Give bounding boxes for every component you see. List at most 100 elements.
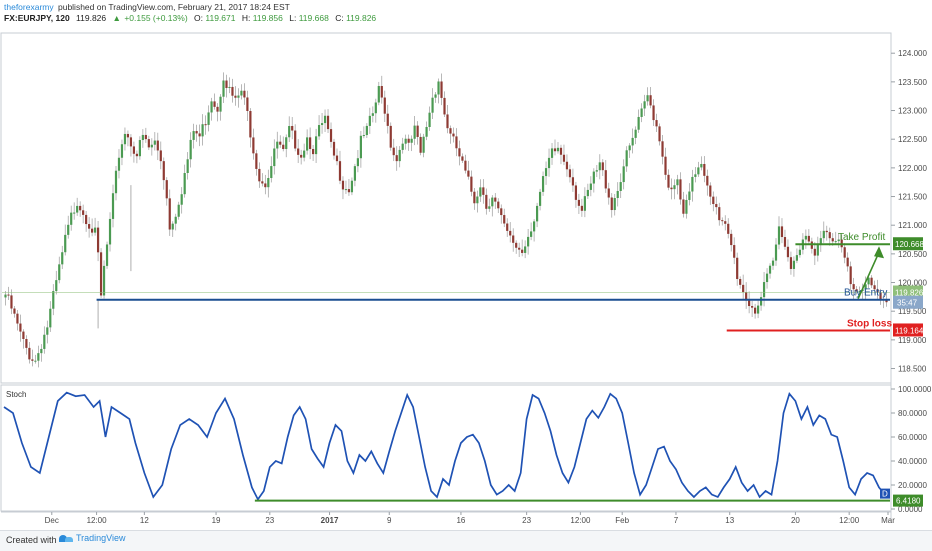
- candle-down: [165, 180, 168, 199]
- candle-up: [759, 297, 763, 306]
- candle-down: [461, 156, 464, 161]
- candle-down: [99, 252, 103, 296]
- time-axis[interactable]: Dec 12:00 12 19 23 2017 9 16 23 12:00 Feb 7 13 20 12:0…: [45, 512, 896, 525]
- take-profit-badge-text: 120.668: [895, 240, 924, 249]
- candle-down: [380, 86, 383, 98]
- candle-down: [655, 120, 658, 127]
- candle-down: [682, 199, 685, 214]
- candle-up: [320, 123, 324, 126]
- candle-up: [643, 101, 646, 109]
- candle-down: [658, 126, 661, 142]
- candle-up: [34, 360, 37, 362]
- candle-down: [129, 137, 133, 147]
- candle-down: [231, 86, 234, 96]
- author-name[interactable]: theforexarmy: [4, 2, 54, 12]
- tradingview-brand[interactable]: TradingView: [59, 533, 126, 543]
- candle-down: [234, 95, 237, 98]
- candle-down: [261, 181, 264, 184]
- candle-down: [727, 223, 730, 234]
- up-arrow-icon: ▲: [113, 13, 121, 23]
- candle-up: [550, 148, 554, 158]
- candle-down: [494, 197, 497, 202]
- candle-down: [326, 115, 330, 130]
- candle-down: [79, 205, 82, 211]
- price-axis[interactable]: 124.000 123.500 123.000 122.500 122.000 121.5…: [891, 49, 927, 374]
- candle-down: [392, 147, 395, 156]
- candle-up: [798, 249, 801, 256]
- candle-up: [535, 205, 539, 222]
- candle-down: [515, 242, 518, 248]
- candle-up: [222, 80, 225, 97]
- candle-down: [712, 196, 715, 205]
- candle-down: [718, 207, 721, 221]
- candle-down: [282, 144, 285, 150]
- candle-down: [843, 247, 846, 258]
- tradingview-logo-icon: [59, 534, 73, 543]
- candle-up: [365, 125, 368, 136]
- candle-down: [679, 179, 682, 200]
- candle-up: [622, 166, 625, 183]
- chart-header: theforexarmy published on TradingView.co…: [4, 2, 290, 12]
- candle-down: [721, 220, 724, 222]
- candle-up: [634, 129, 637, 138]
- candle-up: [180, 194, 183, 205]
- candle-up: [425, 126, 428, 137]
- stoch-tick-label: 60.0000: [898, 433, 927, 442]
- candle-up: [527, 236, 530, 247]
- candle-up: [276, 141, 279, 149]
- candle-down: [458, 148, 461, 157]
- candle-up: [377, 86, 380, 103]
- candle-down: [500, 208, 503, 216]
- low-value: 119.668: [299, 13, 329, 23]
- candle-down: [10, 295, 13, 309]
- candle-down: [846, 257, 849, 267]
- candle-up: [40, 348, 43, 354]
- candle-down: [135, 153, 138, 157]
- candle-down: [664, 156, 667, 175]
- candle-down: [831, 238, 834, 242]
- candle-up: [804, 235, 807, 240]
- candle-up: [541, 176, 545, 192]
- candle-up: [55, 280, 58, 292]
- candle-up: [544, 168, 548, 177]
- candle-up: [4, 294, 7, 298]
- candle-up: [350, 180, 354, 193]
- candle-up: [697, 167, 700, 175]
- candle-down: [852, 284, 855, 290]
- candle-up: [688, 191, 691, 200]
- candle-down: [389, 125, 392, 148]
- candle-up: [777, 226, 781, 245]
- candle-down: [144, 134, 147, 140]
- candle-down: [780, 226, 784, 238]
- candle-down: [147, 139, 150, 148]
- candle-down: [503, 215, 506, 224]
- candle-up: [371, 113, 374, 116]
- candle-down: [156, 140, 159, 151]
- candle-down: [82, 210, 85, 215]
- candle-down: [264, 183, 267, 188]
- candle-up: [171, 223, 174, 230]
- candle-up: [434, 94, 437, 98]
- candle-up: [219, 96, 222, 112]
- price-tick-label: 123.000: [898, 107, 927, 116]
- candle-up: [431, 97, 434, 113]
- candle-down: [22, 331, 25, 339]
- close-label: C:: [335, 13, 344, 23]
- created-with-text: Created with: [6, 535, 57, 545]
- candle-down: [132, 146, 136, 154]
- time-tick-label: Feb: [615, 516, 629, 525]
- candle-down: [473, 191, 476, 204]
- candle-up: [76, 205, 79, 213]
- stoch-tick-label: 100.0000: [898, 385, 932, 394]
- price-tick-label: 120.000: [898, 279, 927, 288]
- candle-up: [303, 150, 306, 158]
- stoch-axis[interactable]: 100.0000 80.0000 60.0000 40.0000 20.0000 0.00…: [891, 385, 932, 514]
- candle-down: [607, 188, 610, 198]
- candle-down: [506, 223, 509, 231]
- last-price-badge: [893, 285, 923, 299]
- candle-up: [49, 308, 52, 328]
- stoch-tick-label: 80.0000: [898, 409, 927, 418]
- tradingview-chart[interactable]: theforexarmy published on TradingView.co…: [0, 0, 932, 530]
- price-tick-label: 119.500: [898, 307, 927, 316]
- price-tick-label: 121.500: [898, 193, 927, 202]
